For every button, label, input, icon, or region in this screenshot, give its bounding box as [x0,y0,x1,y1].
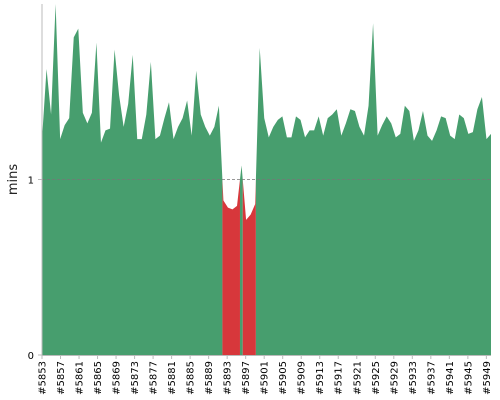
x-tick-label: #5945 [463,361,474,395]
x-tick-label: #5937 [426,361,437,395]
x-tick-label: #5913 [315,361,326,395]
x-tick-label: #5941 [445,361,456,395]
fail-area-segment [222,179,240,355]
x-tick-label: #5885 [186,361,197,395]
pass-area-segment [239,165,243,355]
x-tick-label: #5857 [56,361,67,395]
x-tick-label: #5929 [389,361,400,395]
x-tick-label: #5949 [482,361,493,395]
fail-area-segment [242,179,256,355]
x-tick-label: #5881 [167,361,178,395]
y-tick-label: 0 [28,351,34,362]
x-tick-label: #5893 [223,361,234,395]
pass-area-segment [255,23,491,356]
x-tick-label: #5925 [371,361,382,395]
x-tick-label: #5853 [38,361,49,395]
y-axis-title: mins [6,164,21,196]
x-tick-label: #5861 [75,361,86,395]
x-tick-label: #5905 [278,361,289,395]
x-tick-label: #5909 [297,361,308,395]
x-tick-label: #5869 [112,361,123,395]
x-ticks: #5853 #5857 #5861 #5865 #5869 #5873 #5877 #5881… [38,355,493,395]
x-tick-label: #5901 [260,361,271,395]
y-tick-label: 1 [28,176,34,187]
x-tick-label: #5897 [241,361,252,395]
x-tick-label: #5933 [408,361,419,395]
x-tick-label: #5877 [149,361,160,395]
y-ticks: 01 [28,176,42,362]
x-tick-label: #5873 [130,361,141,395]
x-tick-label: #5921 [352,361,363,395]
x-tick-label: #5889 [204,361,215,395]
x-tick-label: #5865 [93,361,104,395]
x-tick-label: #5917 [334,361,345,395]
